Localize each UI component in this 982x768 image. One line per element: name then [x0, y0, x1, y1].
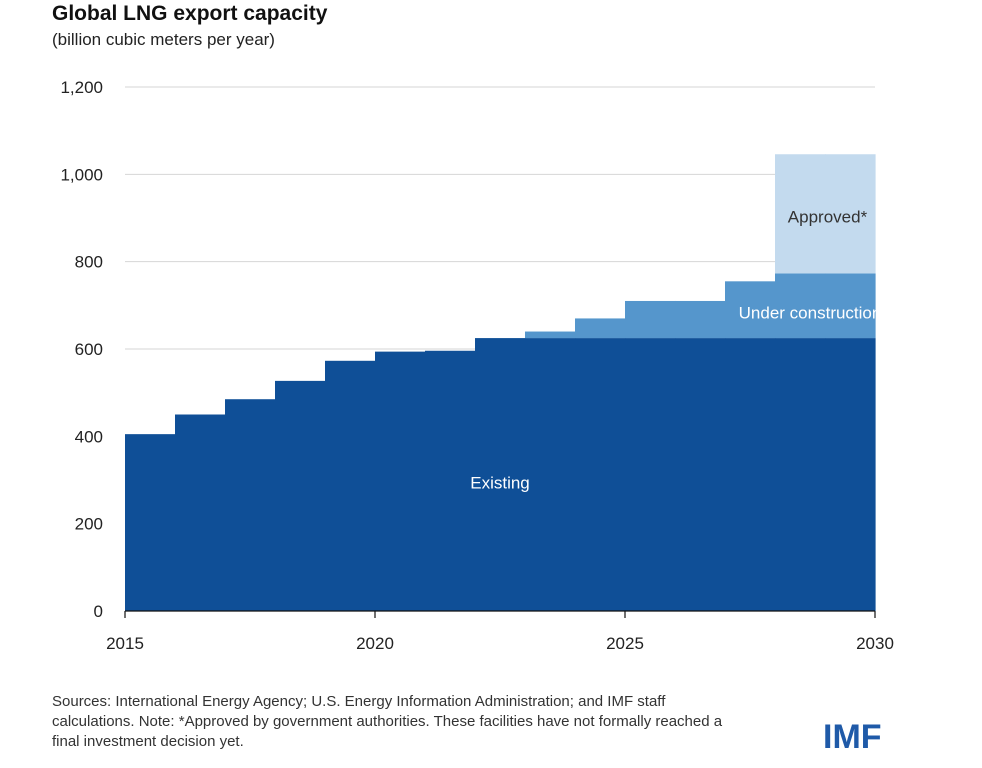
bar-segment [675, 338, 726, 611]
bar-segment [775, 154, 826, 274]
series-label: Under construction [739, 303, 882, 322]
bar-segment [575, 338, 626, 611]
axes: 0 200 400 600 800 1,000 1,200 2015 2020 2025 2030 [60, 78, 893, 653]
bar-segment [475, 338, 526, 611]
bar-segment [525, 331, 576, 339]
series-labels: Existing Under construction Approved* [470, 207, 881, 492]
bar-segment [175, 414, 226, 611]
y-tick-label: 1,000 [60, 165, 103, 184]
bar-segment [825, 338, 876, 611]
x-tick-label: 2025 [606, 634, 644, 653]
bar-segment [725, 281, 776, 339]
bar-segment [325, 360, 376, 611]
y-tick-label: 0 [94, 602, 103, 621]
bar-segment [125, 434, 176, 611]
bar-segment [625, 338, 676, 611]
x-tick-label: 2030 [856, 634, 894, 653]
bar-segment [725, 338, 776, 611]
bar-segment [375, 351, 426, 611]
imf-logo: IMF [823, 718, 882, 756]
series-label: Approved* [788, 207, 868, 226]
bar-segment [675, 300, 726, 339]
stacked-areas [125, 154, 876, 611]
bar-segment [525, 338, 576, 611]
y-tick-label: 800 [75, 253, 103, 272]
chart-subtitle: (billion cubic meters per year) [52, 30, 275, 49]
series-under-construction [525, 273, 876, 339]
bar-segment [825, 273, 876, 339]
chart-title: Global LNG export capacity [52, 2, 328, 25]
bar-segment [225, 399, 276, 611]
series-existing [125, 338, 876, 611]
y-tick-label: 600 [75, 340, 103, 359]
bar-segment [775, 338, 826, 611]
y-tick-label: 400 [75, 427, 103, 446]
y-tick-label: 1,200 [60, 78, 103, 97]
x-tick-label: 2020 [356, 634, 394, 653]
bar-segment [575, 318, 626, 339]
bar-segment [775, 273, 826, 339]
series-label: Existing [470, 474, 530, 493]
source-note: Sources: International Energy Agency; U.… [52, 693, 723, 750]
bar-segment [275, 380, 326, 611]
bar-segment [625, 300, 676, 339]
series-approved [775, 154, 876, 274]
bar-segment [425, 350, 476, 611]
bar-segment [825, 154, 876, 274]
x-tick-label: 2015 [106, 634, 144, 653]
y-tick-label: 200 [75, 515, 103, 534]
